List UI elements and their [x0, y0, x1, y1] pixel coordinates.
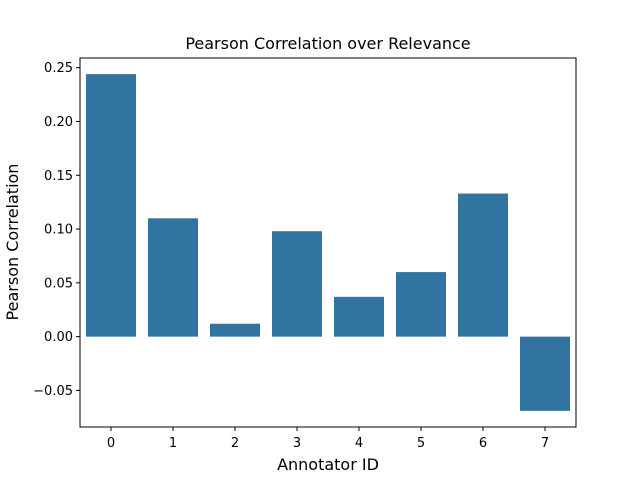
x-axis-label: Annotator ID: [277, 455, 379, 474]
y-tick-label: 0.00: [44, 330, 73, 345]
x-tick-label: 2: [231, 436, 239, 451]
bars-group: [86, 74, 570, 411]
x-tick-label: 6: [479, 436, 487, 451]
bar-annotator-2: [210, 323, 260, 337]
y-tick-label: 0.15: [44, 169, 73, 184]
y-tick-label: −0.05: [33, 384, 73, 399]
x-axis: 0 1 2 3 4 5 6 7: [107, 427, 549, 451]
x-tick-label: 1: [169, 436, 177, 451]
y-tick-label: 0.05: [44, 276, 73, 291]
bar-annotator-5: [396, 272, 446, 337]
chart-title: Pearson Correlation over Relevance: [185, 34, 470, 53]
x-tick-label: 4: [355, 436, 363, 451]
y-axis-label: Pearson Correlation: [3, 164, 22, 321]
x-tick-label: 3: [293, 436, 301, 451]
x-tick-label: 5: [417, 436, 425, 451]
bar-annotator-6: [458, 193, 508, 337]
y-axis: −0.05 0.00 0.05 0.10 0.15 0.20 0.25: [33, 61, 80, 399]
bar-annotator-7: [520, 336, 570, 411]
y-tick-label: 0.10: [44, 223, 73, 238]
bar-annotator-1: [148, 218, 198, 337]
bar-annotator-0: [86, 74, 136, 337]
plot-frame: [79, 57, 577, 428]
bar-annotator-3: [272, 231, 322, 337]
x-tick-label: 7: [541, 436, 549, 451]
x-tick-label: 0: [107, 436, 115, 451]
bar-annotator-4: [334, 296, 384, 337]
y-tick-label: 0.25: [44, 61, 73, 76]
y-tick-label: 0.20: [44, 115, 73, 130]
